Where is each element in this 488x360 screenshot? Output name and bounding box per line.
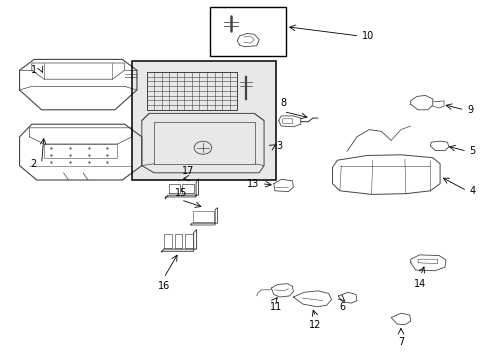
Text: 10: 10 bbox=[361, 31, 373, 41]
Text: 7: 7 bbox=[397, 337, 403, 347]
Text: 9: 9 bbox=[466, 105, 472, 115]
Text: 4: 4 bbox=[468, 186, 475, 196]
Text: 12: 12 bbox=[308, 320, 321, 330]
Text: 17: 17 bbox=[182, 166, 194, 176]
Text: 8: 8 bbox=[280, 98, 286, 108]
Text: 3: 3 bbox=[276, 141, 282, 151]
Bar bbox=[210, 7, 285, 56]
Text: 13: 13 bbox=[246, 179, 259, 189]
Text: 5: 5 bbox=[468, 146, 475, 156]
Bar bbox=[132, 61, 276, 180]
Text: 15: 15 bbox=[174, 188, 187, 198]
Text: 11: 11 bbox=[269, 302, 282, 312]
Text: 6: 6 bbox=[339, 302, 345, 312]
Text: 16: 16 bbox=[157, 281, 170, 291]
Text: 2: 2 bbox=[30, 159, 37, 169]
Bar bbox=[132, 61, 276, 180]
Text: 14: 14 bbox=[413, 279, 426, 289]
Text: 1: 1 bbox=[30, 65, 37, 75]
Bar bbox=[146, 72, 237, 110]
